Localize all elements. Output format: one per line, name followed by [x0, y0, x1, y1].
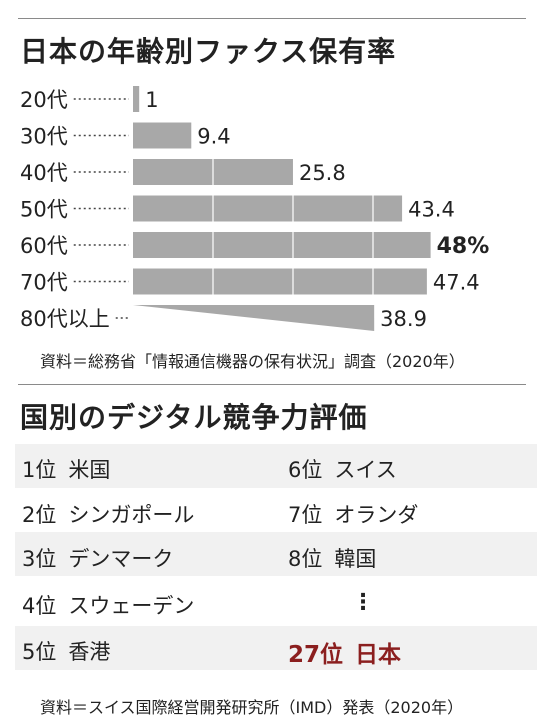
category-label: 40代 — [20, 161, 68, 185]
rank-position: 1位 — [22, 458, 57, 482]
category-label: 80代以上 — [20, 307, 110, 331]
value-label: 47.4 — [433, 271, 480, 295]
category-label: 30代 — [20, 125, 68, 149]
ranking-title: 国別のデジタル競争力評価 — [20, 401, 368, 434]
rank-position: 7位 — [288, 503, 323, 527]
value-label: 43.4 — [408, 198, 455, 222]
country-name: スウェーデン — [68, 594, 195, 618]
ranking-item-8: 8位 韓国 — [288, 543, 376, 573]
ranking-item-4: 4位 スウェーデン — [22, 590, 194, 620]
value-label: 38.9 — [380, 307, 427, 331]
country-name: オランダ — [334, 503, 419, 527]
ranking-item-2: 2位 シンガポール — [22, 499, 194, 529]
ranking-item-7: 7位 オランダ — [288, 499, 418, 529]
category-label: 50代 — [20, 198, 68, 222]
rank-position: 27位 — [288, 642, 344, 668]
category-label: 70代 — [20, 271, 68, 295]
rank-position: 2位 — [22, 503, 57, 527]
source-note-fax: 資料＝総務省「情報通信機器の保有状況」調査（2020年） — [40, 352, 465, 371]
source-note-imd: 資料＝スイス国際経営開発研究所（IMD）発表（2020年） — [40, 698, 464, 717]
middle-rule — [18, 384, 526, 385]
ranking-item-3: 3位 デンマーク — [22, 543, 173, 573]
bar — [133, 195, 403, 222]
ranking-item-japan: 27位 日本 — [288, 635, 401, 669]
country-name: シンガポール — [68, 503, 195, 527]
country-name: スイス — [334, 458, 397, 482]
value-label: 48% — [437, 234, 490, 259]
rank-position: 8位 — [288, 547, 323, 571]
country-name: 日本 — [355, 642, 402, 668]
chart-title: 日本の年齢別ファクス保有率 — [20, 35, 397, 68]
ranking-item-5: 5位 香港 — [22, 636, 110, 666]
ranking-row-bg-5 — [15, 626, 537, 670]
ranking-item-1: 1位 米国 — [22, 454, 110, 484]
country-name: 米国 — [68, 458, 111, 482]
ellipsis-icon: ⋮ — [352, 590, 374, 615]
rank-position: 4位 — [22, 594, 57, 618]
ranking-row-bg-3 — [15, 532, 537, 576]
rank-position: 3位 — [22, 547, 57, 571]
country-name: 韓国 — [334, 547, 377, 571]
value-label: 9.4 — [197, 125, 230, 149]
bar-chart: 20代 1 30代 9.4 40代 25.8 50代 43.4 60代 48% 70代 47.4 80代… — [20, 86, 490, 331]
country-name: 香港 — [68, 640, 111, 664]
ranking-item-6: 6位 スイス — [288, 454, 397, 484]
country-name: デンマーク — [68, 547, 174, 571]
top-rule — [18, 18, 526, 19]
bar — [133, 268, 427, 295]
category-label: 20代 — [20, 88, 68, 112]
ranking-row-bg-1 — [15, 444, 537, 488]
category-label: 60代 — [20, 234, 68, 258]
bar — [133, 232, 431, 258]
rank-position: 5位 — [22, 640, 57, 664]
value-label: 1 — [145, 88, 158, 112]
rank-position: 6位 — [288, 458, 323, 482]
value-label: 25.8 — [299, 161, 346, 185]
bar — [133, 86, 140, 112]
bar — [133, 122, 192, 149]
bar — [133, 305, 375, 331]
